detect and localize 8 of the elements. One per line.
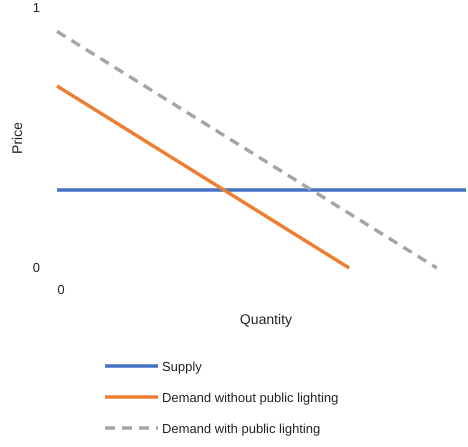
line-series xyxy=(55,84,351,270)
y-tick-label: 1 xyxy=(32,0,40,16)
legend-label: Demand without public lighting xyxy=(162,390,338,405)
legend-label: Supply xyxy=(162,359,202,374)
x-axis-title: Quantity xyxy=(240,311,292,327)
y-axis-title: Price xyxy=(9,122,25,154)
line-series xyxy=(55,30,439,270)
legend-label: Demand with public lighting xyxy=(162,421,320,436)
